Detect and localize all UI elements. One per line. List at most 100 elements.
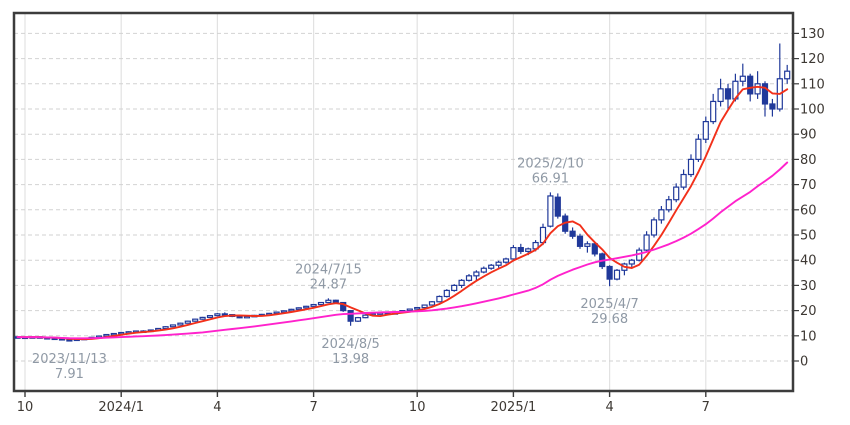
candle-body xyxy=(110,332,117,336)
annotation-date: 2024/7/15 xyxy=(295,262,362,277)
candle-body xyxy=(784,70,791,80)
candle-body xyxy=(214,313,221,317)
y-axis-label: 40 xyxy=(800,254,817,269)
candle-body xyxy=(347,310,354,322)
annotation-price: 7.91 xyxy=(55,367,84,382)
annotation-date: 2025/4/7 xyxy=(580,297,638,312)
candle-body xyxy=(332,299,339,304)
annotation-price: 24.87 xyxy=(310,277,347,292)
candle-body xyxy=(184,320,191,324)
candle-body xyxy=(517,247,524,252)
candle-body xyxy=(473,271,480,277)
candle-body xyxy=(354,317,362,322)
x-axis-label: 2024/1 xyxy=(98,400,144,415)
y-axis-label: 20 xyxy=(800,304,817,319)
y-axis-label: 0 xyxy=(800,355,808,370)
y-axis-label: 90 xyxy=(800,128,817,143)
candle-body xyxy=(206,315,214,319)
x-axis-label: 4 xyxy=(213,400,221,415)
y-axis-label: 100 xyxy=(800,103,825,118)
candle-body xyxy=(754,83,761,95)
candle-body xyxy=(310,303,317,307)
candle-body xyxy=(695,138,702,161)
candle-body xyxy=(495,261,502,266)
short-ma-line xyxy=(16,85,789,341)
candle-body xyxy=(643,234,650,251)
x-axis-label: 7 xyxy=(309,400,317,415)
annotation-price: 66.91 xyxy=(532,171,569,186)
x-axis-label: 4 xyxy=(605,400,613,415)
candle-body xyxy=(443,289,450,298)
y-axis-label: 60 xyxy=(800,203,817,218)
candle-body xyxy=(303,305,310,309)
annotation-price: 13.98 xyxy=(332,352,369,367)
y-axis-label: 110 xyxy=(800,77,825,92)
candle-body xyxy=(421,304,428,309)
candle-body xyxy=(710,100,717,123)
candle-body xyxy=(702,120,709,140)
candle-body xyxy=(288,308,295,312)
candle-body xyxy=(295,307,302,310)
candle-body xyxy=(576,235,584,247)
y-axis-label: 80 xyxy=(800,153,817,168)
candle-body xyxy=(414,306,421,310)
candle-body xyxy=(362,314,369,319)
candle-body xyxy=(502,258,510,263)
y-axis-label: 130 xyxy=(800,27,825,42)
x-axis-label: 10 xyxy=(409,400,426,415)
y-axis-label: 50 xyxy=(800,229,817,244)
candle-body xyxy=(436,295,443,303)
candle-body xyxy=(340,301,347,312)
candle-body xyxy=(199,316,206,320)
candle-body xyxy=(103,333,110,337)
long-ma-line xyxy=(16,161,789,340)
candle-body xyxy=(169,324,177,328)
candle-body xyxy=(236,315,243,319)
candle-body xyxy=(488,264,495,269)
candle-body xyxy=(554,196,561,217)
candle-body xyxy=(451,284,458,292)
y-axis-label: 10 xyxy=(800,329,817,344)
candle-body xyxy=(192,318,199,322)
candle-body xyxy=(317,301,325,306)
candle-body xyxy=(747,75,754,95)
candle-body xyxy=(658,209,665,221)
x-axis-label: 2025/1 xyxy=(491,400,537,415)
annotation-price: 29.68 xyxy=(591,312,628,327)
candle-body xyxy=(724,88,732,100)
candle-body xyxy=(584,243,591,247)
candle-body xyxy=(680,173,687,188)
candle-body xyxy=(628,259,635,265)
y-axis-label: 30 xyxy=(800,279,817,294)
annotation-date: 2024/8/5 xyxy=(321,337,379,352)
candle-body xyxy=(717,88,724,103)
candle-body xyxy=(769,103,776,110)
candle-body xyxy=(739,75,746,82)
candle-body xyxy=(687,158,695,176)
candle-body xyxy=(636,249,643,261)
candle-body xyxy=(613,269,621,280)
candle-body xyxy=(761,83,769,105)
candle-body xyxy=(510,247,517,260)
plot-border xyxy=(12,11,795,393)
candle-body xyxy=(406,308,413,312)
candle-body xyxy=(569,230,576,237)
annotation-date: 2023/11/13 xyxy=(32,352,107,367)
x-axis-label: 10 xyxy=(17,400,34,415)
candle-body xyxy=(673,186,680,201)
candle-body xyxy=(525,248,532,252)
candle-body xyxy=(325,299,332,304)
x-axis-label: 7 xyxy=(702,400,710,415)
y-axis-label: 120 xyxy=(800,52,825,67)
candle-body xyxy=(162,326,169,330)
candle-body xyxy=(177,322,184,326)
candle-body xyxy=(650,219,658,236)
annotation-date: 2025/2/10 xyxy=(517,156,584,171)
candle-body xyxy=(591,243,598,255)
candle-body xyxy=(665,199,672,211)
candle-body xyxy=(458,279,465,286)
candle-body xyxy=(547,195,554,227)
candle-body xyxy=(480,267,487,273)
